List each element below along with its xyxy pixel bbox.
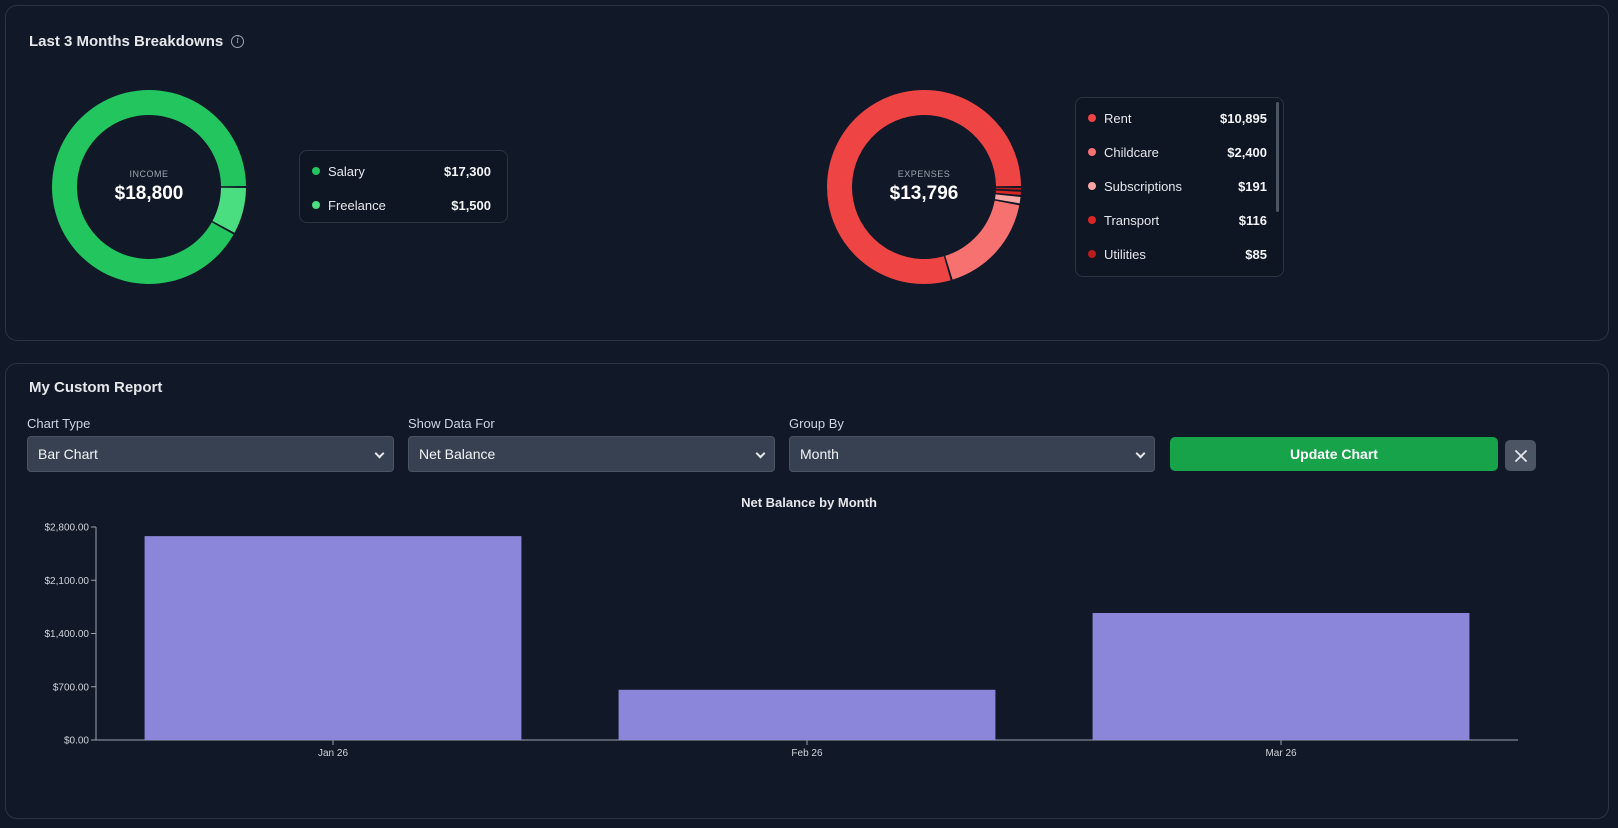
- close-icon: [1514, 449, 1527, 462]
- breakdowns-card: Last 3 Months Breakdowns i: [5, 5, 1609, 341]
- report-title: My Custom Report: [29, 379, 163, 396]
- legend-label: Salary: [328, 163, 365, 179]
- chart-title: Net Balance by Month: [741, 495, 877, 510]
- show-data-for-select[interactable]: Net Balance: [408, 436, 775, 472]
- legend-label: Freelance: [328, 197, 386, 213]
- bar-chart: $0.00 $700.00 $1,400.00 $2,100.00 $2,800.00 J…: [45, 523, 1518, 759]
- bar-mar-26[interactable]: [1092, 612, 1470, 740]
- legend-label: Utilities: [1104, 246, 1146, 262]
- breakdowns-header: Last 3 Months Breakdowns i: [29, 33, 245, 50]
- legend-item-salary[interactable]: Salary $17,300: [312, 154, 491, 188]
- breakdowns-title: Last 3 Months Breakdowns: [29, 33, 224, 50]
- legend-dot: [1088, 250, 1096, 258]
- chevron-down-icon: [374, 448, 385, 459]
- legend-value: $2,400: [1227, 144, 1267, 160]
- legend-dot: [1088, 216, 1096, 224]
- income-donut: INCOME $18,800: [49, 87, 249, 287]
- legend-item-rent[interactable]: Rent $10,895: [1088, 101, 1267, 135]
- expenses-slice-childcare[interactable]: [945, 200, 1020, 280]
- legend-value: $191: [1238, 178, 1267, 194]
- legend-label: Subscriptions: [1104, 178, 1183, 194]
- expenses-legend[interactable]: Rent $10,895 Childcare $2,400 Subscripti…: [1075, 97, 1284, 277]
- legend-dot: [312, 167, 320, 175]
- group-by-value: Month: [800, 446, 839, 462]
- expenses-donut: EXPENSES $13,796: [824, 87, 1024, 287]
- show-data-for-value: Net Balance: [419, 446, 496, 462]
- legend-label: Transport: [1104, 212, 1160, 228]
- chart-type-label: Chart Type: [27, 416, 91, 431]
- y-tick-label: $2,100.00: [45, 576, 90, 587]
- x-tick-label: Mar 26: [1265, 748, 1297, 759]
- legend-dot: [312, 201, 320, 209]
- legend-value: $10,895: [1220, 110, 1267, 126]
- expenses-donut-center: EXPENSES $13,796: [824, 87, 1024, 287]
- info-icon[interactable]: i: [231, 35, 245, 48]
- legend-value: $1,500: [451, 197, 491, 213]
- x-tick-label: Feb 26: [791, 748, 823, 759]
- chart-type-select[interactable]: Bar Chart: [27, 436, 394, 472]
- income-legend: Salary $17,300 Freelance $1,500: [299, 150, 508, 223]
- income-donut-center: INCOME $18,800: [49, 87, 249, 287]
- legend-item-childcare[interactable]: Childcare $2,400: [1088, 135, 1267, 169]
- y-tick-label: $700.00: [53, 682, 90, 693]
- update-chart-button[interactable]: Update Chart: [1170, 437, 1498, 471]
- legend-value: $85: [1245, 246, 1267, 262]
- legend-value: $116: [1238, 212, 1267, 228]
- income-label: INCOME: [129, 169, 169, 179]
- legend-label: Childcare: [1104, 144, 1159, 160]
- legend-item-freelance[interactable]: Freelance $1,500: [312, 188, 491, 222]
- legend-label: Rent: [1104, 110, 1132, 126]
- y-tick-label: $1,400.00: [45, 629, 90, 640]
- expenses-slice-utilities[interactable]: [995, 187, 1021, 190]
- legend-item-utilities[interactable]: Utilities $85: [1088, 237, 1267, 271]
- chevron-down-icon: [1135, 448, 1146, 459]
- legend-dot: [1088, 114, 1096, 122]
- income-slice-freelance[interactable]: [212, 187, 246, 233]
- bar-jan-26[interactable]: [144, 536, 522, 740]
- income-total: $18,800: [114, 183, 184, 204]
- chart-type-value: Bar Chart: [38, 446, 98, 462]
- expenses-donut-chart: [827, 89, 1021, 284]
- legend-dot: [1088, 148, 1096, 156]
- legend-item-subscriptions[interactable]: Subscriptions $191: [1088, 169, 1267, 203]
- bar-feb-26[interactable]: [618, 689, 996, 740]
- x-tick-label: Jan 26: [318, 748, 348, 759]
- legend-scrollbar[interactable]: [1276, 102, 1279, 212]
- group-by-select[interactable]: Month: [789, 436, 1155, 472]
- expenses-total: $13,796: [889, 183, 959, 204]
- chevron-down-icon: [755, 448, 766, 459]
- legend-dot: [1088, 182, 1096, 190]
- group-by-label: Group By: [789, 416, 844, 431]
- close-report-button[interactable]: [1505, 440, 1536, 471]
- expenses-slice-subscriptions[interactable]: [994, 194, 1021, 204]
- y-tick-label: $0.00: [64, 736, 89, 747]
- legend-item-transport[interactable]: Transport $116: [1088, 203, 1267, 237]
- y-tick-label: $2,800.00: [45, 523, 90, 534]
- income-donut-chart: [51, 90, 246, 285]
- expenses-slice-transport[interactable]: [995, 190, 1021, 195]
- expenses-label: EXPENSES: [897, 169, 951, 179]
- show-data-for-label: Show Data For: [408, 416, 495, 431]
- legend-value: $17,300: [444, 163, 491, 179]
